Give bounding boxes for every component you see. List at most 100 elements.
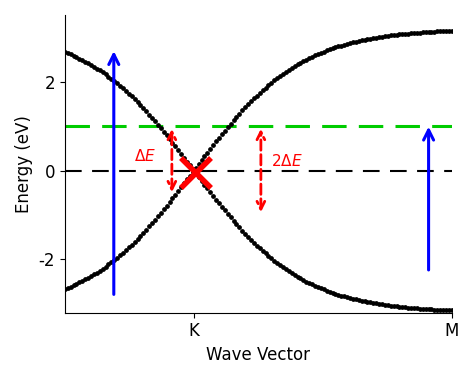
- Point: [227, 121, 235, 127]
- Point: [125, 91, 133, 97]
- Point: [378, 301, 386, 307]
- Point: [233, 114, 240, 120]
- Point: [87, 273, 95, 279]
- Point: [146, 223, 153, 229]
- Point: [393, 303, 401, 309]
- Point: [390, 32, 397, 38]
- Point: [419, 306, 427, 312]
- Point: [437, 307, 444, 313]
- Point: [428, 306, 435, 312]
- Point: [442, 28, 450, 34]
- Point: [236, 224, 243, 230]
- Point: [384, 302, 392, 308]
- Point: [326, 289, 333, 295]
- Point: [375, 301, 383, 307]
- Point: [262, 251, 269, 257]
- Point: [387, 33, 394, 39]
- Point: [349, 39, 356, 45]
- Point: [393, 32, 401, 38]
- Point: [75, 279, 83, 285]
- Point: [366, 299, 374, 305]
- Point: [67, 52, 74, 58]
- Point: [230, 117, 237, 123]
- Point: [96, 67, 103, 74]
- Point: [84, 60, 92, 66]
- Point: [157, 125, 164, 131]
- Point: [148, 220, 156, 226]
- Point: [180, 180, 188, 186]
- Point: [137, 102, 144, 108]
- Point: [143, 227, 150, 233]
- Point: [128, 94, 136, 100]
- Point: [343, 294, 351, 300]
- Point: [253, 92, 261, 99]
- Point: [99, 69, 106, 75]
- Point: [166, 199, 173, 205]
- Point: [268, 80, 275, 86]
- Point: [224, 124, 231, 130]
- Point: [105, 74, 112, 80]
- Point: [131, 96, 138, 102]
- Point: [73, 281, 80, 287]
- Point: [352, 39, 360, 45]
- Point: [154, 122, 162, 128]
- Point: [311, 52, 319, 58]
- Point: [346, 295, 354, 301]
- Point: [256, 90, 264, 96]
- Point: [343, 41, 351, 47]
- Point: [366, 36, 374, 42]
- Point: [448, 28, 456, 34]
- Point: [317, 285, 325, 291]
- Point: [320, 49, 328, 55]
- Point: [419, 29, 427, 35]
- Point: [387, 302, 394, 309]
- Point: [340, 42, 348, 48]
- Point: [192, 170, 200, 176]
- Point: [90, 271, 98, 277]
- Point: [340, 293, 348, 299]
- Point: [328, 45, 336, 52]
- Point: [96, 268, 103, 274]
- Point: [439, 307, 447, 313]
- Point: [207, 146, 214, 152]
- Point: [361, 298, 368, 304]
- Point: [113, 80, 121, 86]
- Point: [437, 28, 444, 34]
- Point: [428, 29, 435, 35]
- Point: [288, 270, 296, 276]
- Point: [410, 305, 418, 311]
- Point: [64, 285, 72, 291]
- Point: [78, 57, 86, 63]
- Point: [87, 62, 95, 68]
- Point: [218, 204, 226, 210]
- Point: [407, 305, 415, 311]
- Point: [396, 31, 403, 38]
- Point: [413, 305, 421, 311]
- Point: [192, 165, 200, 171]
- Point: [302, 56, 310, 63]
- Point: [256, 245, 264, 251]
- Point: [271, 77, 278, 83]
- Point: [311, 283, 319, 289]
- Point: [146, 112, 153, 118]
- Point: [332, 44, 339, 50]
- Point: [279, 264, 287, 270]
- Point: [361, 37, 368, 43]
- Point: [320, 287, 328, 293]
- Point: [238, 228, 246, 234]
- Point: [323, 288, 330, 294]
- Point: [169, 139, 176, 146]
- Point: [291, 272, 299, 278]
- Point: [422, 306, 429, 312]
- Text: $2\Delta E$: $2\Delta E$: [271, 153, 303, 169]
- Point: [297, 275, 304, 281]
- Point: [61, 49, 69, 55]
- Y-axis label: Energy (eV): Energy (eV): [15, 115, 33, 213]
- Point: [183, 158, 191, 164]
- Point: [61, 286, 69, 292]
- Point: [102, 263, 109, 269]
- Point: [445, 28, 453, 34]
- Point: [201, 182, 208, 188]
- Point: [381, 302, 389, 308]
- Point: [337, 42, 345, 49]
